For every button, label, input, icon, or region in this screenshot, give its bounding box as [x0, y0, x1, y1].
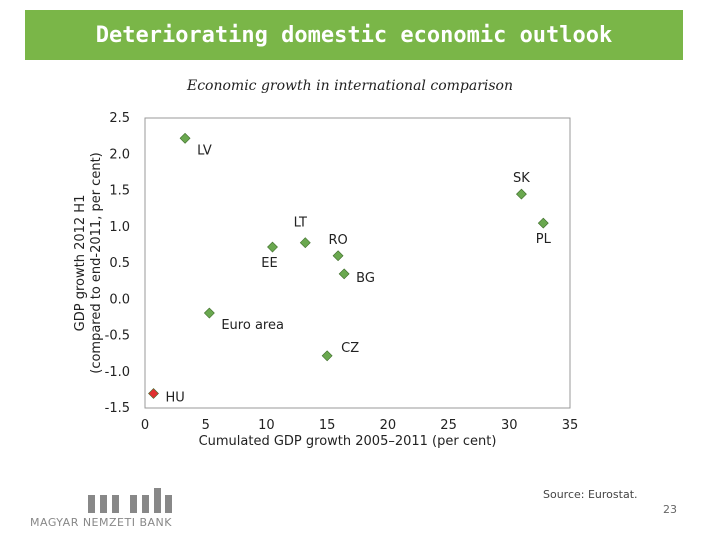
y-tick-label: 2.5: [109, 111, 130, 126]
x-tick-label: 0: [141, 418, 149, 433]
logo-text: MAGYAR NEMZETI BANK: [30, 516, 172, 529]
x-tick-label: 10: [258, 418, 275, 433]
data-point-hu: [148, 388, 159, 399]
data-point-lt: [299, 237, 311, 249]
plot-frame: [144, 117, 571, 409]
chart-subtitle: Economic growth in international compari…: [186, 78, 514, 94]
data-label: RO: [328, 233, 347, 248]
y-tick-label: 1.5: [109, 184, 130, 199]
x-tick-label: 35: [562, 418, 579, 433]
scatter-chart: 0 5 10 15 20 25 30 35 2.5 2.0 1.5 1.0 0.5 0.0 -0.5 -1.0…: [73, 111, 579, 449]
x-tick-label: 25: [440, 418, 457, 433]
data-label: EE: [261, 256, 277, 271]
data-point-cz: [321, 350, 333, 362]
slide-title: Deteriorating domestic economic outlook: [95, 22, 613, 48]
y-tick-label: 0.0: [109, 292, 130, 307]
y-tick-label: -1.0: [105, 365, 130, 380]
data-point-lv: [179, 132, 191, 144]
y-axis-label: GDP growth 2012 H1: [73, 195, 88, 332]
x-tick-label: 15: [319, 418, 336, 433]
data-label: LV: [197, 143, 212, 158]
data-point-pl: [537, 217, 549, 229]
data-point-bg: [338, 268, 350, 280]
y-tick-label: 1.0: [109, 220, 130, 235]
page-number: 23: [663, 503, 677, 516]
y-tick-label: -0.5: [105, 329, 130, 344]
x-tick-label: 5: [202, 418, 210, 433]
mnb-logo-icon: [88, 488, 172, 513]
data-point-ee: [267, 241, 278, 253]
source-note: Source: Eurostat.: [543, 488, 638, 501]
y-tick-label: 0.5: [109, 256, 130, 271]
data-label: CZ: [341, 341, 359, 356]
y-axis-label: (compared to end-2011, per cent): [89, 152, 104, 374]
data-point-euro-area: [203, 307, 215, 319]
data-label: LT: [294, 216, 307, 231]
data-label: SK: [513, 171, 530, 186]
y-tick-label: 2.0: [109, 147, 130, 162]
data-label: BG: [356, 271, 375, 286]
data-point-ro: [332, 250, 344, 262]
slide-title-bar: Deteriorating domestic economic outlook: [25, 10, 683, 60]
x-axis-label: Cumulated GDP growth 2005–2011 (per cent…: [199, 434, 497, 449]
x-tick-label: 20: [380, 418, 397, 433]
data-point-sk: [516, 188, 527, 200]
data-label: PL: [536, 232, 552, 247]
data-label: HU: [166, 391, 185, 406]
x-tick-label: 30: [501, 418, 518, 433]
y-tick-label: -1.5: [105, 401, 130, 416]
data-label: Euro area: [221, 318, 284, 333]
